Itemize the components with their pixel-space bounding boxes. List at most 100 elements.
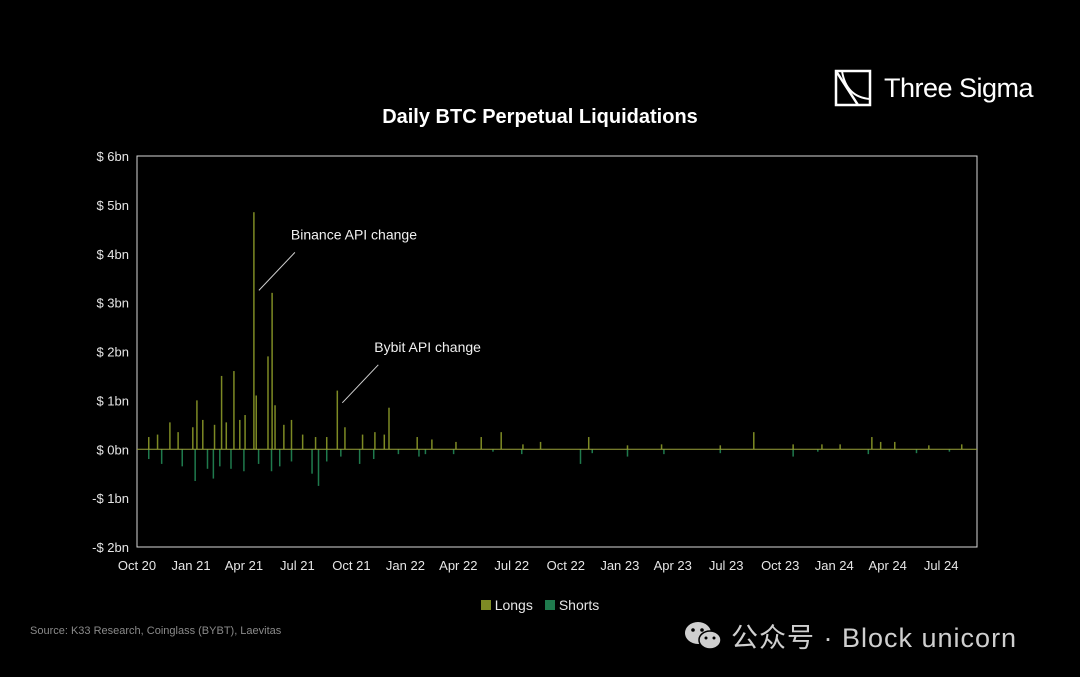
shorts-bar-14: [317, 449, 320, 486]
shorts-bar-34: [948, 449, 951, 452]
x-tick-label-7: Jul 22: [494, 558, 529, 573]
longs-bar-40: [753, 432, 755, 450]
longs-bar-18: [283, 424, 285, 450]
longs-bar-21: [314, 437, 317, 450]
longs-bar-20: [301, 434, 304, 450]
longs-bar-9: [225, 422, 228, 450]
plot-frame: [136, 155, 978, 548]
longs-bar-19: [290, 419, 293, 450]
longs-bar-36: [587, 437, 590, 450]
shorts-bar-16: [340, 449, 342, 457]
shorts-bar-18: [372, 449, 375, 460]
shorts-bar-29: [719, 449, 722, 454]
chart-legend: Longs Shorts: [0, 597, 1080, 613]
x-tick-label-8: Oct 22: [547, 558, 585, 573]
x-tick-label-12: Oct 23: [761, 558, 799, 573]
shorts-bar-9: [257, 449, 260, 464]
shorts-bar-30: [792, 449, 794, 457]
source-note: Source: K33 Research, Coinglass (BYBT), …: [30, 625, 282, 637]
shorts-bar-32: [867, 449, 870, 455]
y-tick-label-4: $ 2bn: [96, 345, 129, 360]
x-tick-label-6: Apr 22: [439, 558, 477, 573]
annotation-leader-0: [258, 252, 296, 291]
x-tick-label-13: Jan 24: [815, 558, 854, 573]
annotations-layer: Binance API change Bybit API change: [258, 226, 481, 404]
longs-bar-17: [274, 405, 276, 450]
annotation-leader-1: [341, 364, 379, 404]
legend-item-shorts: Shorts: [544, 597, 600, 613]
shorts-bar-11: [278, 449, 281, 467]
annotation-label-1: Bybit API change: [374, 339, 481, 355]
shorts-bar-10: [270, 449, 273, 472]
x-tick-label-15: Jul 24: [924, 558, 959, 573]
longs-bar-12: [244, 415, 246, 450]
x-tick-label-5: Jan 22: [386, 558, 425, 573]
y-tick-label-8: -$ 2bn: [92, 540, 129, 555]
shorts-bar-5: [212, 449, 215, 479]
longs-bar-47: [928, 445, 930, 450]
ticks-layer: $ 6bn $ 5bn $ 4bn $ 3bn $ 2bn $ 1bn $ 0bn -$ 1b…: [92, 149, 958, 573]
y-tick-label-1: $ 5bn: [96, 198, 129, 213]
longs-bar-32: [480, 437, 482, 450]
wechat-icon: [685, 621, 722, 650]
y-tick-label-3: $ 3bn: [96, 296, 129, 311]
longs-bar-25: [361, 434, 364, 450]
shorts-bar-19: [397, 449, 400, 455]
longs-bar-0: [147, 437, 150, 450]
shorts-bar-8: [243, 449, 245, 472]
longs-bar-22: [325, 437, 328, 450]
longs-bar-45: [879, 441, 882, 450]
bars-layer: [147, 212, 963, 486]
x-tick-label-3: Jul 21: [280, 558, 315, 573]
longs-bar-5: [196, 400, 198, 450]
longs-bar-31: [455, 441, 457, 450]
y-tick-label-0: $ 6bn: [96, 149, 129, 164]
legend-item-longs: Longs: [480, 597, 533, 613]
shorts-bar-4: [206, 449, 209, 469]
shorts-bar-6: [219, 449, 221, 467]
legend-label-longs: Longs: [494, 597, 533, 613]
chart-title: Daily BTC Perpetual Liquidations: [382, 106, 698, 128]
x-tick-label-2: Apr 21: [225, 558, 263, 573]
longs-bar-38: [660, 444, 663, 450]
shorts-bar-13: [311, 449, 313, 474]
longs-bar-16: [271, 292, 273, 450]
shorts-bar-22: [452, 449, 455, 455]
shorts-bar-2: [181, 449, 183, 467]
shorts-bar-21: [424, 449, 427, 455]
longs-bar-37: [626, 445, 629, 450]
longs-bar-26: [374, 432, 376, 450]
longs-bar-7: [213, 424, 216, 450]
y-tick-label-6: $ 0bn: [96, 442, 129, 457]
shorts-bar-3: [194, 449, 196, 482]
x-tick-label-10: Apr 23: [654, 558, 692, 573]
longs-bar-27: [383, 434, 386, 450]
shorts-bar-1: [160, 449, 163, 464]
longs-bar-6: [202, 419, 204, 450]
longs-bar-28: [388, 407, 390, 450]
longs-bar-1: [156, 434, 159, 450]
longs-bar-30: [431, 439, 433, 450]
shorts-bar-12: [290, 449, 293, 462]
shorts-bar-7: [230, 449, 232, 469]
longs-bar-34: [522, 444, 524, 450]
longs-bar-35: [539, 441, 542, 450]
shorts-bar-27: [626, 449, 629, 457]
x-tick-label-4: Oct 21: [332, 558, 370, 573]
longs-bar-2: [169, 422, 171, 450]
longs-bar-48: [960, 444, 963, 450]
watermark: 公众号 · Block unicorn: [683, 616, 1017, 655]
longs-bar-14: [255, 395, 257, 450]
x-tick-label-9: Jan 23: [600, 558, 639, 573]
longs-bar-42: [821, 444, 823, 450]
legend-swatch-longs: [480, 600, 491, 610]
y-tick-label-7: -$ 1bn: [92, 491, 129, 506]
longs-bar-8: [220, 375, 223, 450]
shorts-bar-26: [591, 449, 593, 454]
shorts-bar-0: [147, 449, 150, 460]
longs-bar-10: [233, 371, 235, 450]
longs-bar-33: [500, 432, 502, 450]
annotation-label-0: Binance API change: [291, 226, 417, 242]
legend-label-shorts: Shorts: [558, 597, 600, 613]
